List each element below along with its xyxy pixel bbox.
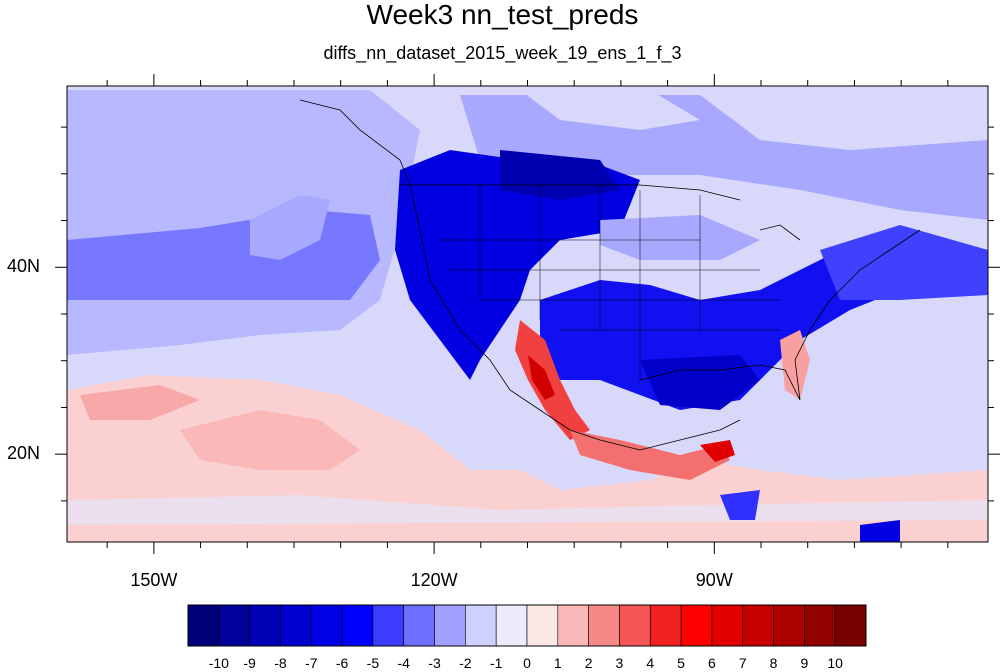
axis-ticks — [55, 74, 1000, 554]
canada-light — [520, 90, 700, 130]
florida-pink — [780, 330, 810, 400]
colorbar-label: 0 — [523, 655, 531, 671]
colorbar-swatch — [403, 604, 435, 647]
colorbar-label: 7 — [738, 655, 747, 671]
colorbar-swatch — [280, 604, 312, 647]
lon-label: 150W — [130, 570, 178, 590]
yucatan-red — [700, 440, 735, 462]
colorbar-swatch — [249, 604, 281, 647]
light-strip-south — [67, 495, 988, 525]
canada-blue — [460, 95, 988, 220]
colorbar-swatch — [341, 604, 374, 647]
colorbar-label: -9 — [243, 655, 256, 671]
colorbar-label: 8 — [769, 655, 778, 671]
colorbar-swatch — [465, 604, 497, 647]
colorbar-label: 4 — [646, 655, 655, 671]
colorbar-label: 2 — [584, 655, 593, 671]
colorbar-label: 1 — [553, 655, 562, 671]
colorbar-label: -10 — [208, 655, 229, 671]
map-subtitle: diffs_nn_dataset_2015_week_19_ens_1_f_3 — [323, 43, 682, 63]
colorbar-swatch — [619, 604, 651, 647]
pacific-blue-patch — [250, 195, 330, 260]
lat-label: 40N — [6, 256, 40, 277]
colorbar-label: -7 — [305, 655, 318, 671]
colorbar-swatch — [310, 604, 343, 647]
colorbar-label: 3 — [615, 655, 624, 671]
eastern-atlantic-light — [880, 295, 988, 380]
central-us-blue — [540, 230, 920, 410]
colorbar-swatch — [711, 604, 744, 647]
colorbar-label: -3 — [428, 655, 441, 671]
map-field — [67, 86, 988, 542]
colorbar-swatch — [187, 604, 220, 647]
colorbar-swatch — [557, 604, 589, 647]
colorbar-swatch — [834, 604, 867, 647]
colorbar-label: -2 — [459, 655, 472, 671]
colorbar-label: -4 — [397, 655, 410, 671]
lon-label: 90W — [695, 570, 733, 590]
colorbar-swatch — [773, 604, 805, 647]
lon-label: 120W — [410, 570, 458, 590]
colorbar-swatch — [495, 604, 528, 647]
colorbar-label: -8 — [274, 655, 287, 671]
pink-patch-central — [180, 410, 360, 470]
colorbar-swatch — [434, 604, 466, 647]
mexico-red-ridge — [515, 320, 590, 440]
colorbar-label: 6 — [708, 655, 716, 671]
colorbar-label: 9 — [800, 655, 809, 671]
southeast-corner-blue — [860, 520, 900, 542]
colorbar-label: -5 — [366, 655, 380, 671]
pink-patch-west — [80, 385, 200, 420]
colorbar-frame — [187, 604, 867, 647]
colorbar-swatch — [218, 604, 250, 647]
caribbean-blue-patch — [720, 490, 760, 520]
colorbar-swatch — [526, 604, 559, 647]
mexico-red-core — [528, 355, 555, 400]
colorbar — [187, 604, 867, 647]
colorbar-label: -6 — [335, 655, 349, 671]
colorbar-label: -1 — [489, 655, 503, 671]
colorbar-label: 5 — [677, 655, 685, 671]
state-borders — [440, 185, 780, 380]
western-us-dark-blue — [395, 150, 640, 380]
map-title: Week3 nn_test_preds — [366, 0, 639, 30]
northwest-darkest — [500, 150, 620, 200]
colorbar-swatch — [742, 604, 774, 647]
colorbar-swatch — [649, 604, 682, 647]
colorbar-swatch — [588, 604, 620, 647]
colorbar-swatch — [804, 604, 836, 647]
colorbar-swatch — [680, 604, 713, 647]
coastlines — [299, 99, 921, 451]
colorbar-swatch — [372, 604, 405, 647]
northeast-blue — [820, 225, 988, 300]
colorbar-label: 10 — [827, 655, 843, 671]
lat-label: 20N — [6, 443, 40, 464]
